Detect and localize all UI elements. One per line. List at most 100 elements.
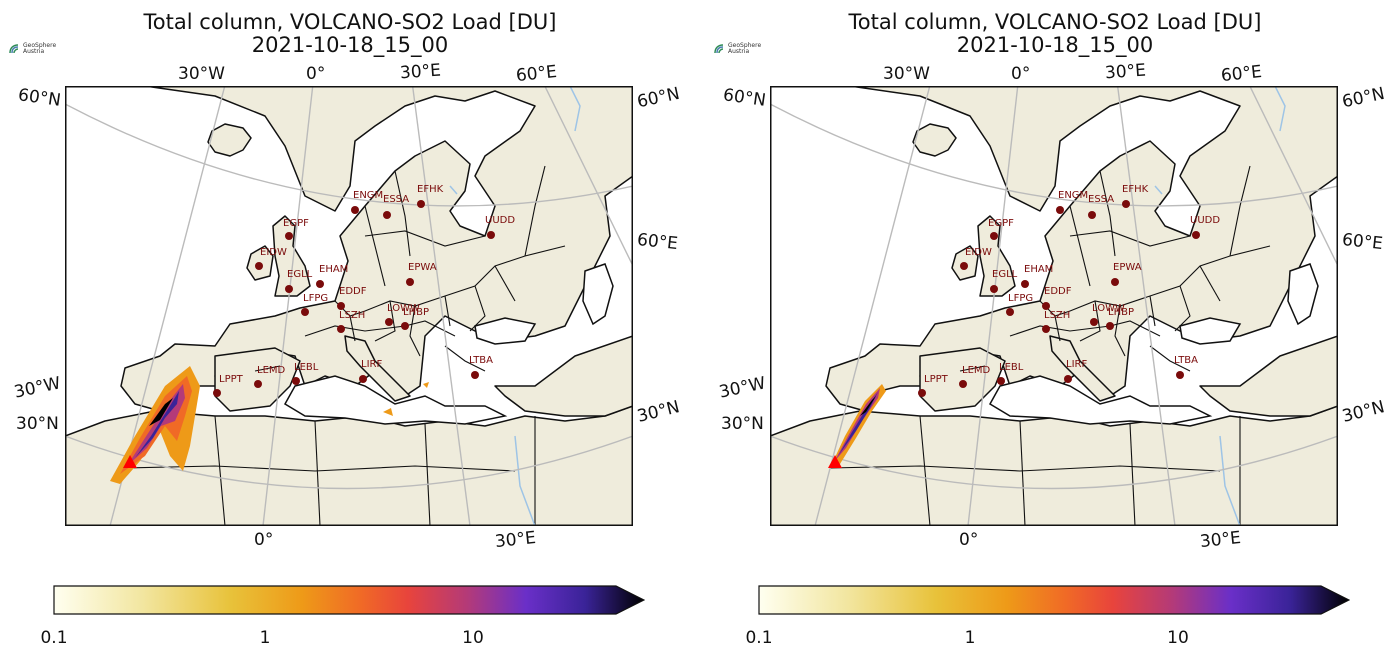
airport-label: LEBL xyxy=(294,362,319,373)
airport-dot xyxy=(959,380,967,388)
country-borders xyxy=(829,165,1271,526)
airport-markers: ENGM ESSA EFHK UUDD EIDW EGLL EHAM EPWA … xyxy=(918,184,1220,397)
airport-dot xyxy=(1006,308,1014,316)
panel-left: Total column, VOLCANO-SO2 Load [DU] 2021… xyxy=(9,10,682,648)
airport-label: LIRF xyxy=(361,359,382,370)
map-frame xyxy=(65,86,633,526)
airport-dot xyxy=(1192,231,1200,239)
airport-dot xyxy=(1056,206,1064,214)
logo-sub: Austria xyxy=(728,48,750,55)
logo-name: GeoSphere xyxy=(728,42,762,49)
airport-dot xyxy=(990,285,998,293)
airport-label: LSZH xyxy=(339,310,365,321)
colorbar xyxy=(758,585,1350,615)
airport-dot xyxy=(406,278,414,286)
airport-dot xyxy=(1042,302,1050,310)
airport-dot xyxy=(213,389,221,397)
airport-label: EHAM xyxy=(319,264,348,275)
lat-tick-left: 30°N xyxy=(16,414,59,434)
lat-tick-right: 60°N xyxy=(1340,83,1387,113)
lat-tick-right: 60°E xyxy=(1341,229,1384,255)
airport-label: EGPF xyxy=(988,218,1014,229)
map-time: 2021-10-18_15_00 xyxy=(251,33,449,57)
colorbar-tick: 1 xyxy=(964,628,976,648)
so2-plume xyxy=(830,384,886,468)
airport-dot xyxy=(285,285,293,293)
airport-dot xyxy=(918,389,926,397)
airport-label: LPPT xyxy=(924,374,949,385)
airport-label: LTBA xyxy=(1174,355,1198,366)
airport-label: EHAM xyxy=(1024,264,1053,275)
airport-label: EPWA xyxy=(1113,262,1142,273)
colorbar-tick: 0.1 xyxy=(40,628,68,648)
map-frame xyxy=(770,86,1338,526)
airport-label: LHBP xyxy=(403,307,429,318)
geosphere-logo: GeoSphere Austria xyxy=(713,43,761,55)
airport-label: LHBP xyxy=(1108,307,1134,318)
airport-dot xyxy=(383,211,391,219)
airport-label: EGPF xyxy=(283,218,309,229)
airport-dot xyxy=(1176,371,1184,379)
airport-label: LIRF xyxy=(1066,359,1087,370)
airport-dot xyxy=(1106,322,1114,330)
airport-label: LTBA xyxy=(469,355,493,366)
lat-tick-left: 30°W xyxy=(12,373,63,403)
volcano-marker xyxy=(123,455,137,468)
lon-tick-top: 0° xyxy=(1011,64,1031,84)
airport-label: EIDW xyxy=(965,247,992,258)
airport-label: ESSA xyxy=(383,194,409,205)
lon-tick-bottom: 0° xyxy=(254,530,274,550)
geosphere-logo-icon xyxy=(714,44,724,54)
map-title: Total column, VOLCANO-SO2 Load [DU] xyxy=(143,10,557,34)
airport-label: LEMD xyxy=(257,365,286,376)
airport-dot xyxy=(997,377,1005,385)
airport-label: EDDF xyxy=(1044,286,1072,297)
airport-label: ESSA xyxy=(1088,194,1114,205)
airport-dot xyxy=(487,231,495,239)
airport-dot xyxy=(351,206,359,214)
airport-dot xyxy=(1021,280,1029,288)
airport-dot xyxy=(292,377,300,385)
colorbar-tick: 0.1 xyxy=(745,628,773,648)
map-canvas: ENGM ESSA EFHK UUDD EIDW EGLL EHAM EPWA … xyxy=(770,86,1338,526)
airport-dot xyxy=(1088,211,1096,219)
airport-label: ENGM xyxy=(1058,190,1088,201)
geosphere-logo-icon xyxy=(9,44,19,54)
lon-tick-top: 30°W xyxy=(178,64,225,84)
airport-label: LEMD xyxy=(962,365,991,376)
inland-seas xyxy=(283,263,614,425)
logo-sub: Austria xyxy=(23,48,45,55)
lat-tick-right: 30°N xyxy=(635,397,682,427)
lat-tick-right: 60°E xyxy=(636,229,679,255)
airport-label: LFPG xyxy=(303,293,328,304)
lon-tick-top: 30°E xyxy=(399,60,442,84)
airport-dot xyxy=(254,380,262,388)
volcano-marker xyxy=(828,455,842,468)
lon-tick-top: 30°W xyxy=(883,64,930,84)
airport-dot xyxy=(1090,318,1098,326)
logo-name: GeoSphere xyxy=(23,42,57,49)
airport-label: EFHK xyxy=(1122,184,1149,195)
map-canvas: ENGM ESSA EFHK UUDD EIDW EGLL EHAM EPWA … xyxy=(65,86,633,526)
lat-tick-left: 30°N xyxy=(721,414,764,434)
lon-tick-bottom: 30°E xyxy=(1199,527,1242,553)
airport-label: LSZH xyxy=(1044,310,1070,321)
airport-dot xyxy=(1122,200,1130,208)
airport-markers: ENGM ESSA EFHK UUDD EIDW EGLL EHAM EPWA … xyxy=(213,184,515,397)
lon-tick-bottom: 30°E xyxy=(494,527,537,553)
airport-dot xyxy=(1064,375,1072,383)
country-borders xyxy=(124,165,566,526)
lat-tick-right: 60°N xyxy=(635,83,682,113)
lat-tick-right: 30°N xyxy=(1340,397,1387,427)
airport-dot xyxy=(255,262,263,270)
map-time: 2021-10-18_15_00 xyxy=(956,33,1154,57)
airport-dot xyxy=(990,232,998,240)
lat-tick-left: 60°N xyxy=(721,85,768,111)
airport-dot xyxy=(301,308,309,316)
panel-right: Total column, VOLCANO-SO2 Load [DU] 2021… xyxy=(705,0,1400,657)
rivers xyxy=(449,86,581,526)
lon-tick-top: 60°E xyxy=(515,61,558,87)
airport-label: EFHK xyxy=(417,184,444,195)
airport-label: LPPT xyxy=(219,374,244,385)
lon-tick-top: 60°E xyxy=(1220,61,1263,87)
